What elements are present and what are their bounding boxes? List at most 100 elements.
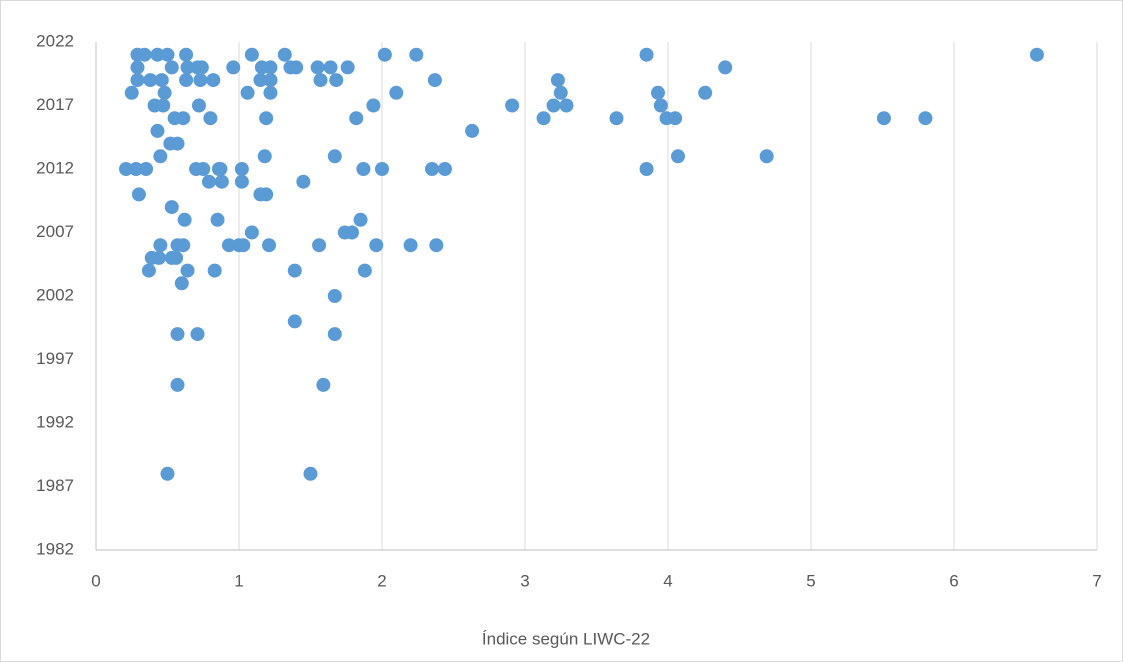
point	[639, 162, 654, 176]
point	[190, 327, 205, 342]
point	[130, 73, 145, 88]
point	[389, 85, 404, 100]
point	[349, 111, 364, 126]
point	[131, 187, 146, 202]
point	[465, 123, 480, 138]
x-axis-label: Índice según LIWC-22	[482, 629, 650, 648]
point	[203, 111, 218, 126]
point	[357, 263, 372, 278]
point	[310, 60, 325, 75]
point	[369, 238, 384, 253]
point	[244, 47, 259, 62]
point	[169, 250, 184, 265]
point	[177, 212, 192, 227]
point	[536, 111, 551, 126]
point	[257, 149, 272, 164]
point	[327, 327, 342, 342]
point	[437, 162, 452, 176]
point	[240, 85, 255, 100]
point	[263, 85, 278, 100]
y-tick-label: 2007	[36, 222, 74, 241]
point	[403, 238, 418, 253]
point	[150, 123, 165, 138]
point	[316, 377, 331, 392]
point	[180, 263, 195, 278]
y-tick-label: 1982	[36, 539, 74, 558]
point	[180, 60, 195, 75]
point	[303, 466, 318, 481]
point	[170, 136, 185, 151]
point	[253, 73, 268, 88]
point	[139, 162, 154, 176]
y-tick-label: 2002	[36, 285, 74, 304]
point	[918, 111, 933, 126]
x-tick-label: 6	[949, 571, 958, 590]
x-tick-label: 7	[1092, 571, 1101, 590]
point	[201, 174, 216, 189]
point	[340, 60, 355, 75]
point	[160, 466, 175, 481]
point	[546, 98, 561, 113]
point	[221, 238, 236, 253]
point	[157, 85, 172, 100]
point	[427, 73, 442, 88]
point	[153, 149, 168, 164]
point	[179, 73, 194, 88]
point	[207, 263, 222, 278]
point	[550, 73, 565, 88]
point	[327, 289, 342, 303]
point	[196, 162, 211, 176]
point	[191, 98, 206, 113]
point	[289, 60, 304, 75]
point	[214, 174, 229, 189]
point	[344, 225, 359, 240]
point	[151, 250, 166, 265]
point	[259, 187, 274, 202]
point	[668, 111, 683, 126]
point	[141, 263, 156, 278]
point	[179, 47, 194, 62]
x-tick-label: 5	[806, 571, 815, 590]
point	[375, 162, 389, 176]
point	[277, 47, 292, 62]
point	[505, 98, 520, 113]
point	[296, 174, 311, 189]
point	[639, 47, 654, 62]
point	[193, 73, 208, 88]
point	[329, 73, 344, 88]
point	[429, 238, 444, 253]
point	[119, 162, 134, 176]
x-tick-label: 0	[91, 571, 100, 590]
point	[759, 149, 774, 164]
point	[323, 60, 338, 75]
point	[213, 162, 228, 176]
y-tick-label: 1992	[36, 412, 74, 431]
y-tick-label: 2017	[36, 95, 74, 114]
point	[653, 98, 668, 113]
point	[226, 60, 241, 75]
point	[124, 85, 139, 100]
point	[559, 98, 574, 113]
point	[210, 212, 225, 227]
point	[164, 60, 179, 75]
point	[259, 111, 274, 126]
point	[176, 111, 191, 126]
point	[327, 149, 342, 164]
point	[170, 327, 185, 342]
point	[234, 162, 249, 176]
y-tick-label: 2012	[36, 158, 74, 177]
point	[263, 60, 278, 75]
point	[609, 111, 624, 126]
point	[130, 60, 145, 75]
point	[650, 85, 665, 100]
point	[263, 73, 278, 88]
point	[313, 73, 328, 88]
point	[553, 85, 568, 100]
point	[312, 238, 327, 253]
point	[194, 60, 209, 75]
y-tick-label: 1987	[36, 476, 74, 495]
point	[876, 111, 891, 126]
point	[174, 276, 189, 291]
